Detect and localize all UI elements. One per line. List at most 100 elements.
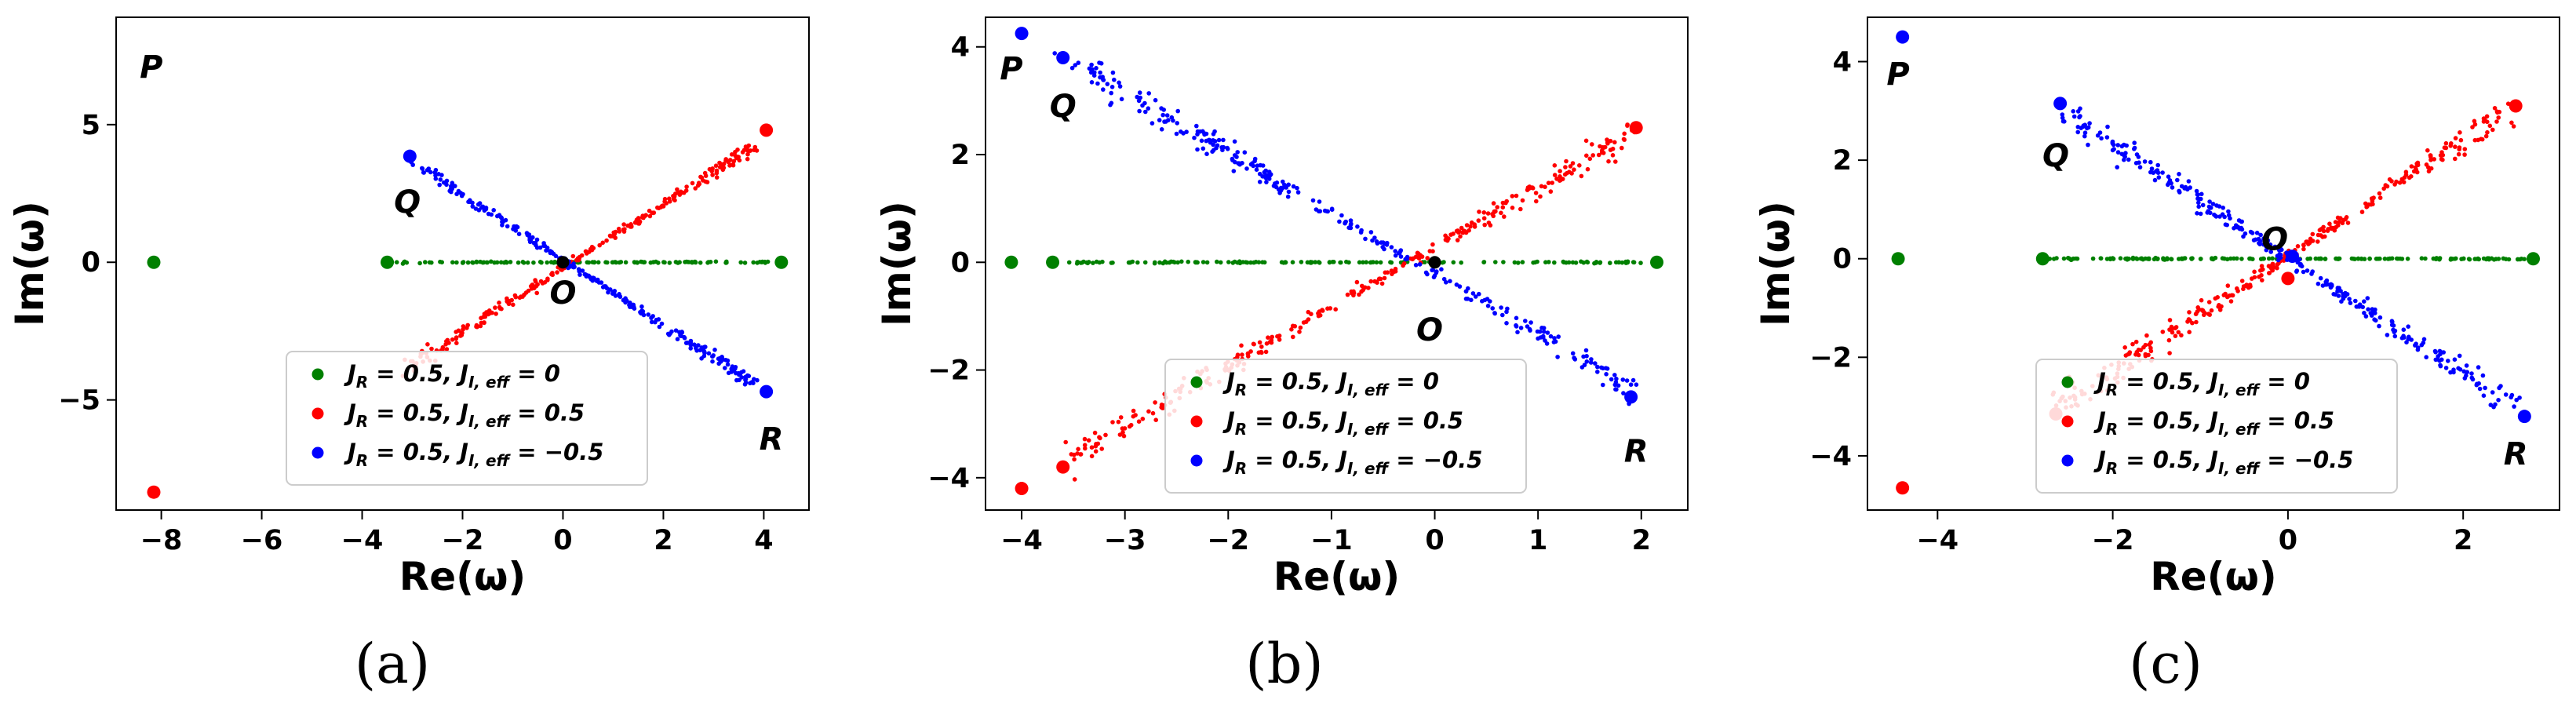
data-point — [751, 260, 756, 265]
data-point — [1117, 432, 1123, 437]
data-point — [1552, 336, 1557, 341]
data-point — [1579, 173, 1584, 179]
legend-marker — [1190, 454, 1203, 467]
data-point — [1368, 230, 1374, 235]
data-point — [2372, 317, 2377, 323]
data-point — [451, 184, 456, 188]
data-point — [2443, 366, 2449, 370]
data-point — [421, 170, 426, 175]
data-point — [1425, 272, 1430, 277]
data-point — [1066, 260, 1072, 265]
data-point — [2223, 291, 2228, 297]
data-point — [2166, 337, 2172, 343]
data-point — [2253, 237, 2258, 242]
data-point — [2348, 301, 2353, 305]
data-point — [497, 301, 501, 305]
data-point — [2173, 326, 2178, 331]
data-point — [1477, 291, 1481, 297]
data-point — [675, 337, 680, 342]
data-point — [2320, 235, 2325, 239]
data-point — [1518, 326, 1524, 330]
data-point — [474, 259, 479, 264]
data-point — [2252, 269, 2257, 275]
data-point — [2480, 373, 2486, 378]
data-point — [2414, 341, 2418, 347]
data-point — [1317, 199, 1322, 204]
x-axis-title: Re(ω) — [2150, 554, 2277, 599]
data-point — [1235, 355, 1240, 359]
data-point — [2257, 242, 2262, 247]
data-point — [528, 284, 534, 289]
data-point — [2275, 262, 2280, 267]
data-point — [1164, 113, 1170, 118]
eigenvalue-marker — [2527, 252, 2541, 266]
data-point — [1086, 260, 1091, 264]
data-point — [705, 261, 710, 265]
data-point — [489, 259, 494, 264]
data-point — [639, 215, 645, 220]
data-point — [1298, 325, 1303, 330]
point-label-R: R — [2504, 436, 2528, 472]
data-point — [2111, 147, 2116, 151]
data-point — [491, 208, 496, 213]
data-point — [1604, 372, 1609, 377]
data-point — [1631, 260, 1637, 265]
data-point — [1405, 254, 1410, 260]
data-point — [2308, 236, 2313, 242]
data-point — [2457, 353, 2462, 359]
data-point — [2428, 153, 2433, 158]
point-label-Q: Q — [394, 184, 421, 220]
data-point — [2126, 157, 2131, 162]
panel-1: −8 −6 −4 −2 0 2 4 −5 0 5 Re(ω) Im(ω) P Q O R JR = 0.5, J… — [7, 16, 810, 696]
data-point — [1501, 260, 1506, 264]
data-point — [1087, 66, 1092, 71]
data-point — [1423, 260, 1427, 264]
data-point — [1285, 194, 1291, 199]
data-point — [725, 362, 731, 367]
data-point — [1259, 344, 1264, 349]
data-point — [1093, 449, 1099, 454]
data-point — [521, 261, 526, 265]
data-point — [1181, 131, 1186, 136]
data-point — [1393, 266, 1398, 272]
data-point — [2196, 204, 2201, 210]
legend-marker — [1190, 376, 1203, 388]
data-point — [1175, 108, 1180, 114]
data-point — [2411, 169, 2417, 174]
eigenvalue-marker — [760, 123, 774, 137]
data-point — [516, 231, 522, 237]
data-point — [2137, 165, 2143, 169]
data-point — [1244, 166, 1249, 171]
origin-marker — [1428, 256, 1441, 269]
data-point — [465, 260, 471, 265]
data-point — [1101, 78, 1106, 82]
data-point — [2217, 303, 2221, 308]
data-point — [2082, 133, 2087, 139]
data-point — [1110, 420, 1115, 425]
data-point — [2232, 256, 2236, 261]
eigenvalue-marker — [2035, 252, 2050, 266]
data-point — [1120, 426, 1125, 431]
data-point — [2137, 160, 2141, 165]
data-point — [1313, 260, 1317, 264]
data-point — [596, 277, 600, 282]
data-point — [1204, 138, 1209, 144]
data-point — [1493, 260, 1498, 264]
data-point — [1601, 145, 1606, 150]
data-point — [2398, 256, 2403, 261]
data-point — [1131, 414, 1136, 419]
data-point — [2239, 279, 2245, 283]
data-point — [1555, 355, 1560, 359]
data-point — [541, 241, 546, 246]
data-point — [444, 339, 449, 344]
data-point — [1110, 70, 1116, 75]
data-point — [723, 366, 727, 370]
data-point — [613, 235, 618, 240]
data-point — [1348, 222, 1354, 228]
data-point — [723, 358, 728, 363]
legend: JR = 0.5, JI, eff = 0 JR = 0.5, JI, eff =… — [2035, 359, 2398, 494]
data-point — [1210, 149, 1215, 154]
data-point — [2228, 299, 2234, 304]
data-point — [1330, 260, 1335, 264]
data-point — [508, 260, 513, 264]
